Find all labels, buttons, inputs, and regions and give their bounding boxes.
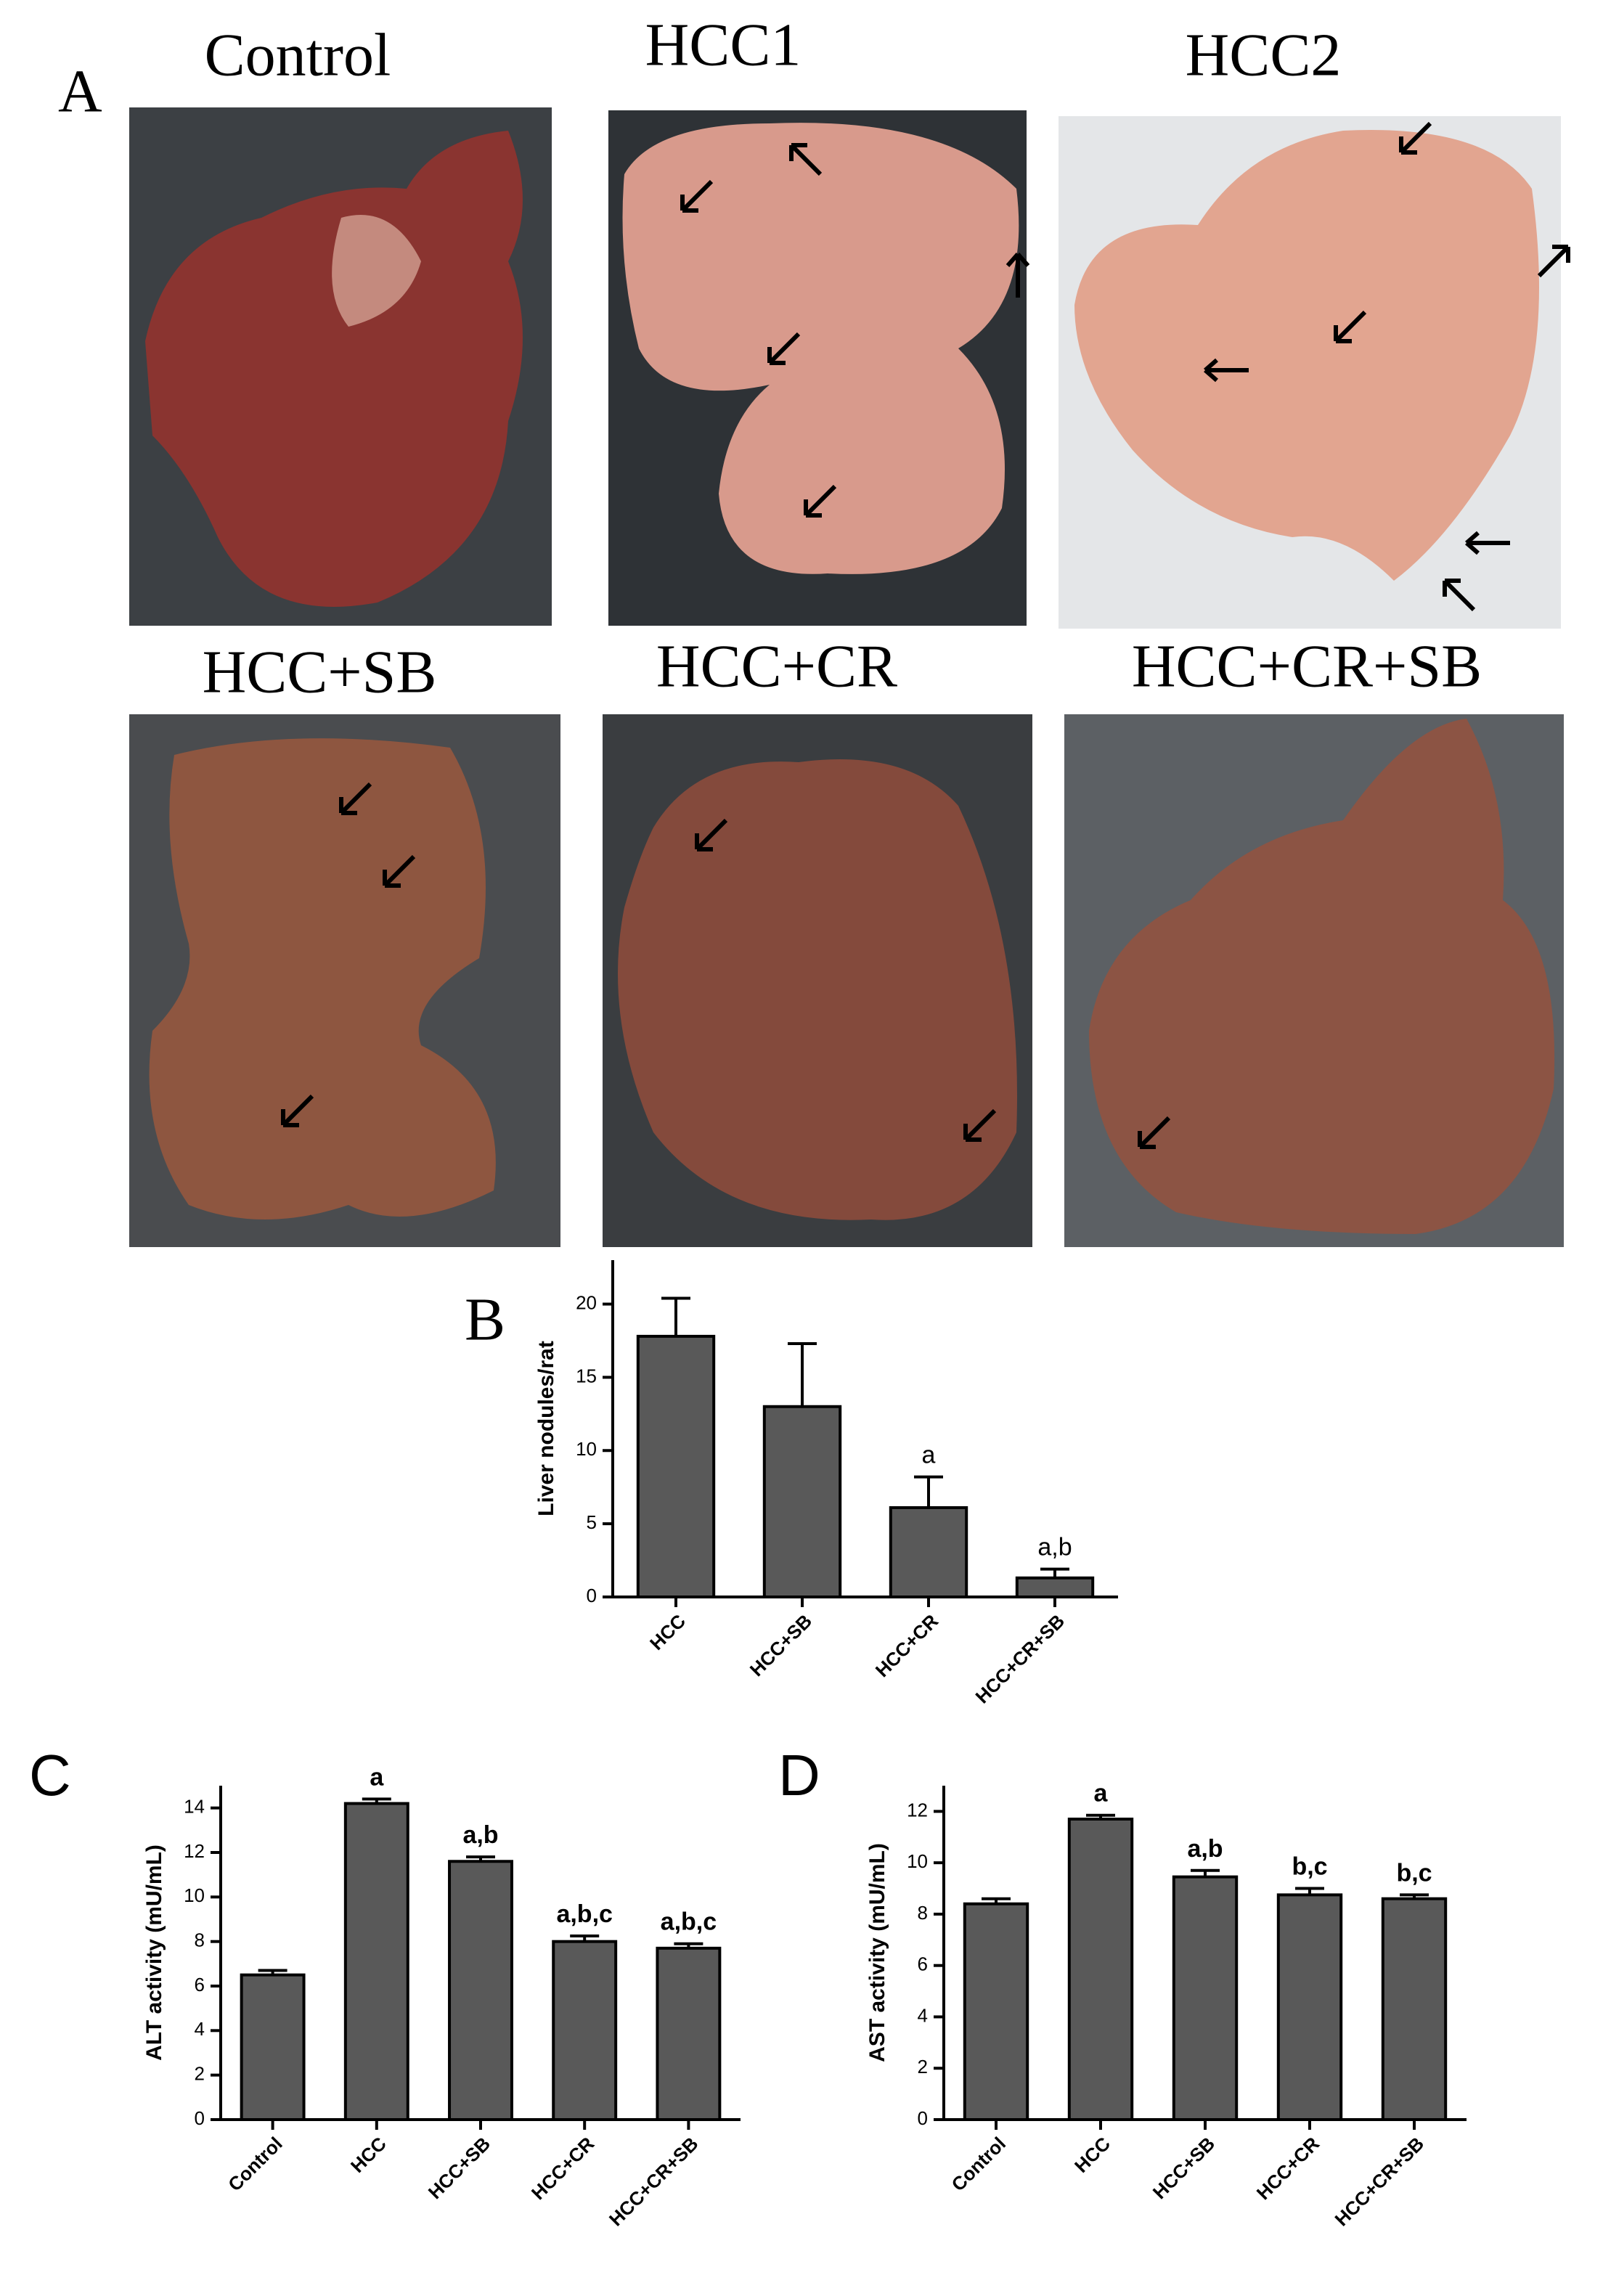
y-tick-label: 14 (184, 1796, 205, 1818)
y-tick-label: 4 (195, 2018, 205, 2040)
y-tick-label: 15 (576, 1365, 597, 1386)
significance-label: a (370, 1763, 384, 1791)
y-tick-label: 2 (918, 2056, 928, 2078)
significance-label: a (922, 1442, 936, 1469)
y-tick-label: 6 (195, 1974, 205, 1995)
y-tick-label: 8 (195, 1929, 205, 1951)
x-tick-label: HCC+SB (424, 2133, 494, 2203)
bar (448, 1860, 513, 2121)
photo (129, 714, 560, 1247)
x-tick-label: HCC+SB (1149, 2133, 1219, 2203)
photo-title: HCC2 (1186, 21, 1342, 89)
photo (1059, 116, 1561, 629)
photo (603, 714, 1032, 1247)
photo-title: HCC+SB (203, 638, 437, 706)
panel-label: B (465, 1286, 505, 1353)
y-tick-label: 10 (576, 1438, 597, 1460)
bar (1276, 1893, 1343, 2121)
significance-label: b,c (1292, 1853, 1327, 1881)
x-tick-label: Control (947, 2133, 1011, 2196)
x-tick-label: Control (224, 2133, 287, 2196)
photo (608, 110, 1027, 626)
y-tick-label: 8 (918, 1902, 928, 1924)
y-tick-label: 20 (576, 1291, 597, 1313)
arrow-marker (281, 782, 1171, 1149)
x-tick-label: HCC+CR+SB (605, 2133, 703, 2231)
y-tick-label: 10 (184, 1884, 205, 1906)
photo-title: HCC+CR (656, 632, 897, 700)
bar (963, 1902, 1029, 2122)
significance-label: b,c (1396, 1859, 1432, 1887)
y-axis-label: ALT activity (mU/mL) (142, 1844, 166, 2061)
photo-title: Control (205, 21, 391, 89)
significance-label: a (1094, 1780, 1109, 1807)
arrow-marker (680, 121, 1570, 612)
y-tick-label: 0 (918, 2107, 928, 2129)
bar (1067, 1818, 1134, 2121)
panel-label: D (778, 1743, 820, 1807)
bar (656, 1946, 722, 2122)
bar (1015, 1576, 1095, 1599)
x-tick-label: HCC (346, 2133, 391, 2177)
significance-label: a,b,c (661, 1908, 717, 1936)
x-tick-label: HCC+CR+SB (1330, 2133, 1428, 2231)
bar (552, 1940, 618, 2122)
significance-label: a,b,c (556, 1900, 612, 1928)
significance-label: a,b (1037, 1534, 1072, 1561)
y-tick-label: 12 (907, 1799, 928, 1821)
photo-title: HCC1 (645, 11, 802, 78)
bar (636, 1334, 716, 1598)
panel-label: A (58, 57, 102, 125)
y-axis-label: AST activity (mU/mL) (865, 1843, 889, 2062)
y-tick-label: 12 (184, 1840, 205, 1862)
significance-label: a,b (1187, 1835, 1223, 1863)
x-tick-label: HCC+CR+SB (971, 1610, 1069, 1708)
bar (1381, 1897, 1448, 2122)
x-tick-label: HCC+CR (871, 1610, 942, 1681)
y-tick-label: 4 (918, 2004, 928, 2026)
bar (1172, 1875, 1239, 2122)
y-axis-label: Liver nodules/rat (534, 1341, 558, 1516)
bar (343, 1802, 409, 2122)
y-tick-label: 2 (195, 2063, 205, 2085)
bar (762, 1405, 842, 1598)
x-tick-label: HCC+CR (1252, 2133, 1323, 2204)
y-tick-label: 0 (195, 2107, 205, 2129)
photo-title: HCC+CR+SB (1132, 632, 1482, 700)
significance-label: a,b (462, 1821, 498, 1849)
y-tick-label: 5 (587, 1511, 597, 1533)
y-tick-label: 0 (587, 1585, 597, 1606)
bar (889, 1506, 968, 1599)
x-tick-label: HCC (645, 1610, 690, 1654)
x-tick-label: HCC+SB (746, 1610, 816, 1680)
x-tick-label: HCC+CR (527, 2133, 598, 2204)
y-tick-label: 10 (907, 1850, 928, 1872)
x-tick-label: HCC (1070, 2133, 1114, 2177)
photo (129, 107, 552, 626)
photo (1064, 714, 1564, 1247)
bar (240, 1973, 306, 2122)
panel-label: C (29, 1743, 71, 1807)
y-tick-label: 6 (918, 1953, 928, 1975)
